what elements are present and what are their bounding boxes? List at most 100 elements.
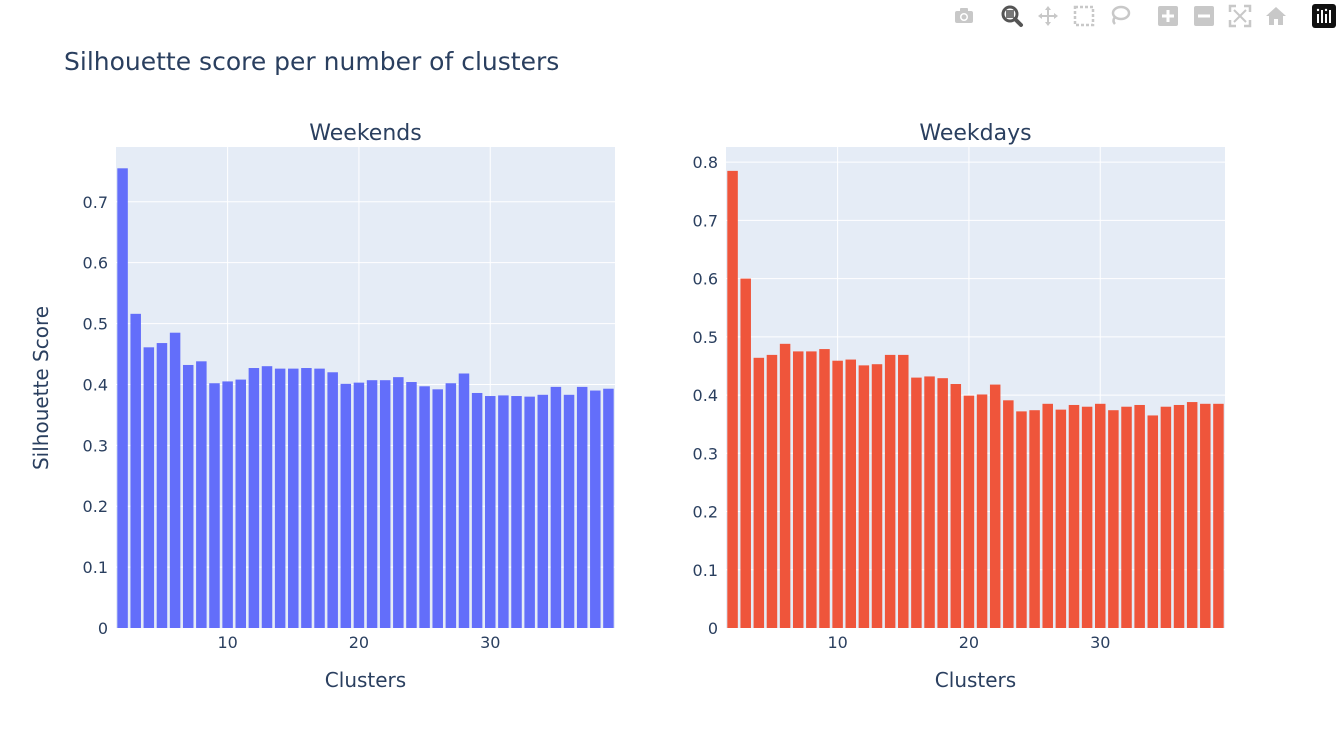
weekends-bar[interactable] (576, 386, 588, 628)
weekends-bar[interactable] (340, 383, 352, 628)
weekdays-x-tick-label: 10 (827, 633, 847, 652)
zoom-icon[interactable] (1000, 4, 1024, 28)
weekdays-bar[interactable] (1200, 403, 1211, 628)
weekdays-bar[interactable] (1134, 404, 1145, 628)
weekends-bar[interactable] (484, 396, 496, 628)
weekends-y-tick-label: 0.5 (83, 315, 108, 334)
weekdays-bar[interactable] (1147, 415, 1159, 628)
weekends-bar[interactable] (445, 383, 457, 628)
weekends-bar[interactable] (406, 382, 417, 628)
weekdays-y-tick-label: 0.3 (693, 444, 718, 463)
weekends-bar[interactable] (274, 368, 286, 628)
box-select-icon[interactable] (1072, 4, 1096, 28)
weekdays-bar[interactable] (727, 170, 738, 628)
weekdays-bar[interactable] (845, 359, 857, 628)
reset-axes-icon[interactable] (1264, 4, 1288, 28)
weekdays-bar[interactable] (832, 360, 843, 628)
weekdays-bar[interactable] (1081, 406, 1093, 628)
weekends-bar[interactable] (222, 381, 233, 628)
autoscale-icon[interactable] (1228, 4, 1252, 28)
weekdays-bar[interactable] (779, 343, 791, 628)
weekends-y-tick-label: 0 (98, 619, 108, 638)
weekdays-y-tick-label: 0.5 (693, 328, 718, 347)
chart-title: Silhouette score per number of clusters (64, 47, 560, 76)
weekends-bar[interactable] (248, 368, 260, 628)
weekdays-bar[interactable] (766, 354, 778, 628)
camera-icon[interactable] (952, 4, 976, 28)
plotly-logo-icon[interactable] (1312, 4, 1336, 28)
lasso-select-icon[interactable] (1108, 4, 1132, 28)
weekdays-bar[interactable] (1055, 409, 1067, 628)
weekdays-bar[interactable] (1213, 403, 1224, 628)
weekdays-bar[interactable] (898, 354, 909, 628)
weekdays-bar[interactable] (884, 354, 896, 628)
weekends-bar[interactable] (603, 388, 614, 628)
weekends-bar[interactable] (235, 379, 247, 628)
weekends-bar[interactable] (563, 394, 575, 628)
weekends-bar[interactable] (182, 364, 194, 628)
weekends-x-tick-label: 30 (480, 633, 500, 652)
weekdays-bar[interactable] (1173, 404, 1185, 628)
weekends-x-axis-title: Clusters (325, 668, 406, 692)
weekdays-bar[interactable] (963, 395, 975, 628)
weekends-bar[interactable] (498, 395, 509, 628)
weekdays-bar[interactable] (1094, 403, 1106, 628)
weekends-bar[interactable] (537, 394, 549, 628)
weekends-bar[interactable] (590, 390, 601, 628)
weekends-bar[interactable] (196, 361, 207, 628)
weekdays-bar[interactable] (911, 377, 922, 628)
weekdays-bar[interactable] (1186, 402, 1198, 628)
weekdays-bar[interactable] (989, 384, 1001, 628)
weekdays-bar[interactable] (1121, 406, 1132, 628)
weekends-bar[interactable] (393, 377, 404, 628)
weekdays-bar[interactable] (792, 351, 804, 628)
weekends-y-tick-label: 0.4 (83, 375, 108, 394)
weekdays-bar[interactable] (1068, 404, 1080, 628)
weekdays-bar[interactable] (924, 376, 935, 628)
weekdays-bar[interactable] (806, 351, 817, 628)
weekends-bar[interactable] (432, 389, 443, 628)
weekdays-bar[interactable] (1003, 400, 1014, 628)
weekends-bar[interactable] (314, 368, 325, 628)
weekends-bar[interactable] (471, 392, 483, 628)
zoom-in-icon[interactable] (1156, 4, 1180, 28)
weekends-bar[interactable] (288, 368, 299, 628)
weekdays-bar[interactable] (1042, 403, 1053, 628)
weekdays-bar[interactable] (871, 364, 883, 628)
weekends-bar[interactable] (379, 380, 391, 628)
y-axis-title-group: Silhouette Score (29, 306, 53, 470)
weekends-bar[interactable] (458, 373, 470, 628)
weekends-bar[interactable] (419, 386, 430, 628)
weekends-bar[interactable] (550, 386, 562, 628)
weekdays-bar[interactable] (1108, 410, 1119, 628)
weekends-bar[interactable] (366, 380, 378, 628)
weekends-bar[interactable] (156, 343, 168, 628)
weekdays-bar[interactable] (858, 365, 870, 628)
weekdays-bar[interactable] (1160, 406, 1172, 628)
weekends-bar[interactable] (524, 396, 535, 628)
weekends-bar[interactable] (327, 372, 338, 628)
weekdays-bar[interactable] (1016, 411, 1027, 628)
weekends-y-tick-label: 0.6 (83, 254, 108, 273)
weekends-bar[interactable] (143, 347, 155, 628)
weekdays-bar[interactable] (950, 384, 962, 628)
weekdays-bar[interactable] (753, 357, 765, 628)
weekdays-bar[interactable] (740, 278, 751, 628)
weekends-bar[interactable] (353, 382, 365, 628)
weekdays-subplot-title: Weekdays (919, 121, 1031, 146)
weekdays-bar[interactable] (976, 394, 988, 628)
weekends-bar[interactable] (130, 313, 141, 628)
weekends-bar[interactable] (301, 368, 312, 628)
weekends-x-tick-label: 10 (217, 633, 237, 652)
y-axis-title: Silhouette Score (29, 306, 53, 470)
weekends-bar[interactable] (209, 383, 220, 628)
weekends-bar[interactable] (117, 168, 128, 628)
weekdays-bar[interactable] (1029, 410, 1040, 628)
weekdays-bar[interactable] (819, 349, 830, 628)
weekdays-bar[interactable] (937, 378, 948, 628)
zoom-out-icon[interactable] (1192, 4, 1216, 28)
weekends-bar[interactable] (169, 332, 181, 628)
pan-icon[interactable] (1036, 4, 1060, 28)
weekends-bar[interactable] (261, 366, 273, 628)
weekends-bar[interactable] (511, 396, 522, 628)
